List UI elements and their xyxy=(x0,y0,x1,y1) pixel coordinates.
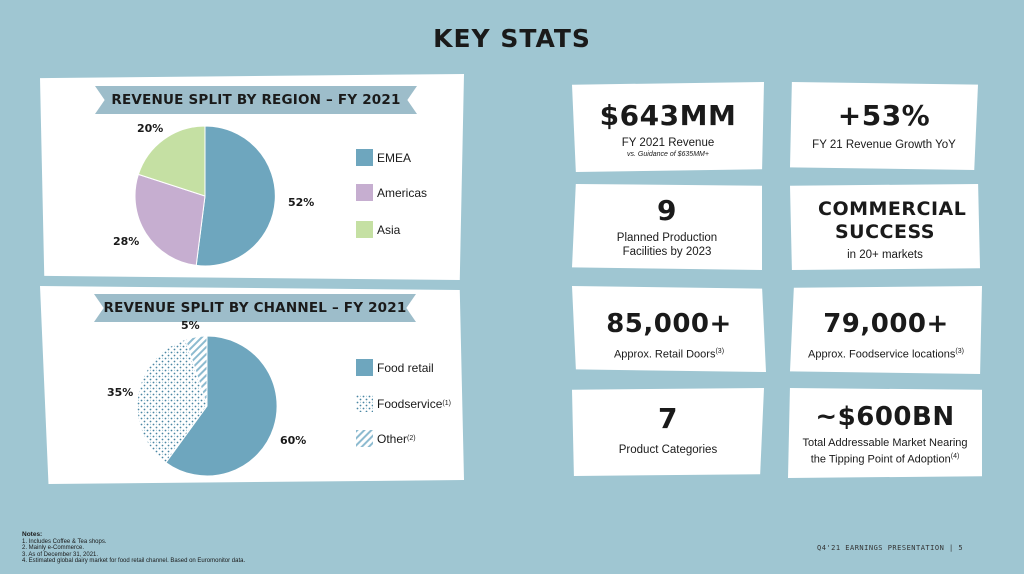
footnote-3: 3. As of December 31, 2021. xyxy=(22,551,99,558)
stat-sup-retail-doors: (3) xyxy=(715,348,725,355)
stat-sup-tam: (4) xyxy=(950,453,960,460)
stat-label-growth: FY 21 Revenue Growth YoY xyxy=(812,139,956,151)
footnotes: Notes: 1. Includes Coffee & Tea shops. 2… xyxy=(22,531,352,565)
pie-slice-emea xyxy=(195,125,276,267)
channel-label-food-retail: 60% xyxy=(280,434,307,447)
pie-slice-americas xyxy=(134,173,206,266)
presentation-footer: Q4'21 EARNINGS PRESENTATION | 5 xyxy=(817,544,964,552)
stat-label-foodservice-locations: Approx. Foodservice locations xyxy=(808,348,956,361)
stat-sup-foodservice-locations: (3) xyxy=(955,348,964,355)
channel-banner: REVENUE SPLIT BY CHANNEL – FY 2021 xyxy=(94,294,416,322)
stat-label-revenue: FY 2021 Revenue xyxy=(621,137,715,149)
legend-item-other: Other (2) xyxy=(356,430,416,447)
legend-item-asia: Asia xyxy=(356,221,400,238)
legend-swatch-other xyxy=(356,430,373,447)
footnote-4: 4. Estimated global dairy market for foo… xyxy=(22,558,246,565)
legend-label-food-retail: Food retail xyxy=(377,360,434,375)
stat-card-facilities: 9 Planned Production Facilities by 2023 xyxy=(572,184,762,270)
legend-item-americas: Americas xyxy=(356,184,427,201)
stat-card-categories: 7 Product Categories xyxy=(572,388,764,476)
region-label-asia: 20% xyxy=(137,122,164,135)
region-label-emea: 52% xyxy=(288,196,315,209)
legend-sup-other: (2) xyxy=(407,435,416,442)
stat-label-commercial: in 20+ markets xyxy=(847,249,923,261)
pie-slice-asia xyxy=(137,125,206,197)
channel-pie-chart xyxy=(136,335,278,477)
stat-label-tam-wrap: Total Addressable Market Nearing the Tip… xyxy=(794,436,976,467)
footnote-1: 1. Includes Coffee & Tea shops. xyxy=(22,538,107,545)
footnote-2: 2. Mainly e-Commerce. xyxy=(22,545,85,552)
stat-label-retail-doors: Approx. Retail Doors xyxy=(613,348,716,361)
legend-swatch-americas xyxy=(356,184,373,201)
footnotes-heading: Notes: xyxy=(22,531,43,538)
legend-swatch-emea xyxy=(356,149,373,166)
stat-label-foodservice-wrap: Approx. Foodservice locations(3) xyxy=(790,345,982,362)
stat-value-commercial: COMMERCIAL SUCCESS xyxy=(818,198,967,243)
stat-value-foodservice-locations: 79,000+ xyxy=(823,309,949,339)
legend-label-other: Other xyxy=(377,431,408,446)
legend-swatch-foodservice xyxy=(356,395,373,412)
stat-value-growth: +53% xyxy=(837,99,931,132)
region-label-americas: 28% xyxy=(113,235,140,248)
stat-value-tam: ~$600BN xyxy=(815,402,955,432)
stat-card-growth: +53% FY 21 Revenue Growth YoY xyxy=(790,82,978,170)
legend-label-emea: EMEA xyxy=(377,150,412,165)
legend-label-americas: Americas xyxy=(377,185,428,200)
stat-value-facilities: 9 xyxy=(657,194,677,227)
pie-slice-foodservice xyxy=(136,338,208,464)
legend-item-foodservice: Foodservice (1) xyxy=(356,395,451,412)
stat-value-retail-doors: 85,000+ xyxy=(606,309,732,339)
region-pie-chart xyxy=(134,125,276,267)
stat-card-commercial: COMMERCIAL SUCCESS in 20+ markets xyxy=(790,184,980,270)
legend-label-asia: Asia xyxy=(377,222,401,237)
stat-label-facilities: Planned Production Facilities by 2023 xyxy=(616,232,718,258)
legend-item-emea: EMEA xyxy=(356,149,411,166)
stat-note-revenue: vs. Guidance of $635MM+ xyxy=(627,151,709,158)
stat-label-tam: Total Addressable Market Nearing the Tip… xyxy=(802,437,968,466)
legend-swatch-food-retail xyxy=(356,359,373,376)
stat-value-revenue: $643MM xyxy=(599,99,737,132)
channel-label-other: 5% xyxy=(181,319,200,332)
legend-label-foodservice: Foodservice xyxy=(377,396,443,411)
stat-label-categories: Product Categories xyxy=(618,444,718,456)
legend-swatch-asia xyxy=(356,221,373,238)
stat-card-foodservice-locations: 79,000+ Approx. Foodservice locations(3) xyxy=(790,286,982,374)
stat-card-revenue: $643MM FY 2021 Revenue vs. Guidance of $… xyxy=(572,82,764,172)
region-banner: REVENUE SPLIT BY REGION – FY 2021 xyxy=(95,86,417,114)
stat-label-retail-doors-wrap: Approx. Retail Doors(3) xyxy=(572,345,766,362)
stat-card-tam: ~$600BN Total Addressable Market Nearing… xyxy=(788,388,982,478)
stat-value-categories: 7 xyxy=(658,402,678,435)
stat-card-retail-doors: 85,000+ Approx. Retail Doors(3) xyxy=(572,286,766,372)
channel-label-foodservice: 35% xyxy=(107,386,134,399)
legend-sup-foodservice: (1) xyxy=(442,400,451,407)
pie-slice-food-retail xyxy=(165,335,278,477)
page-title: KEY STATS xyxy=(433,24,591,53)
pie-slice-other xyxy=(184,335,208,407)
legend-item-food-retail: Food retail xyxy=(356,359,434,376)
